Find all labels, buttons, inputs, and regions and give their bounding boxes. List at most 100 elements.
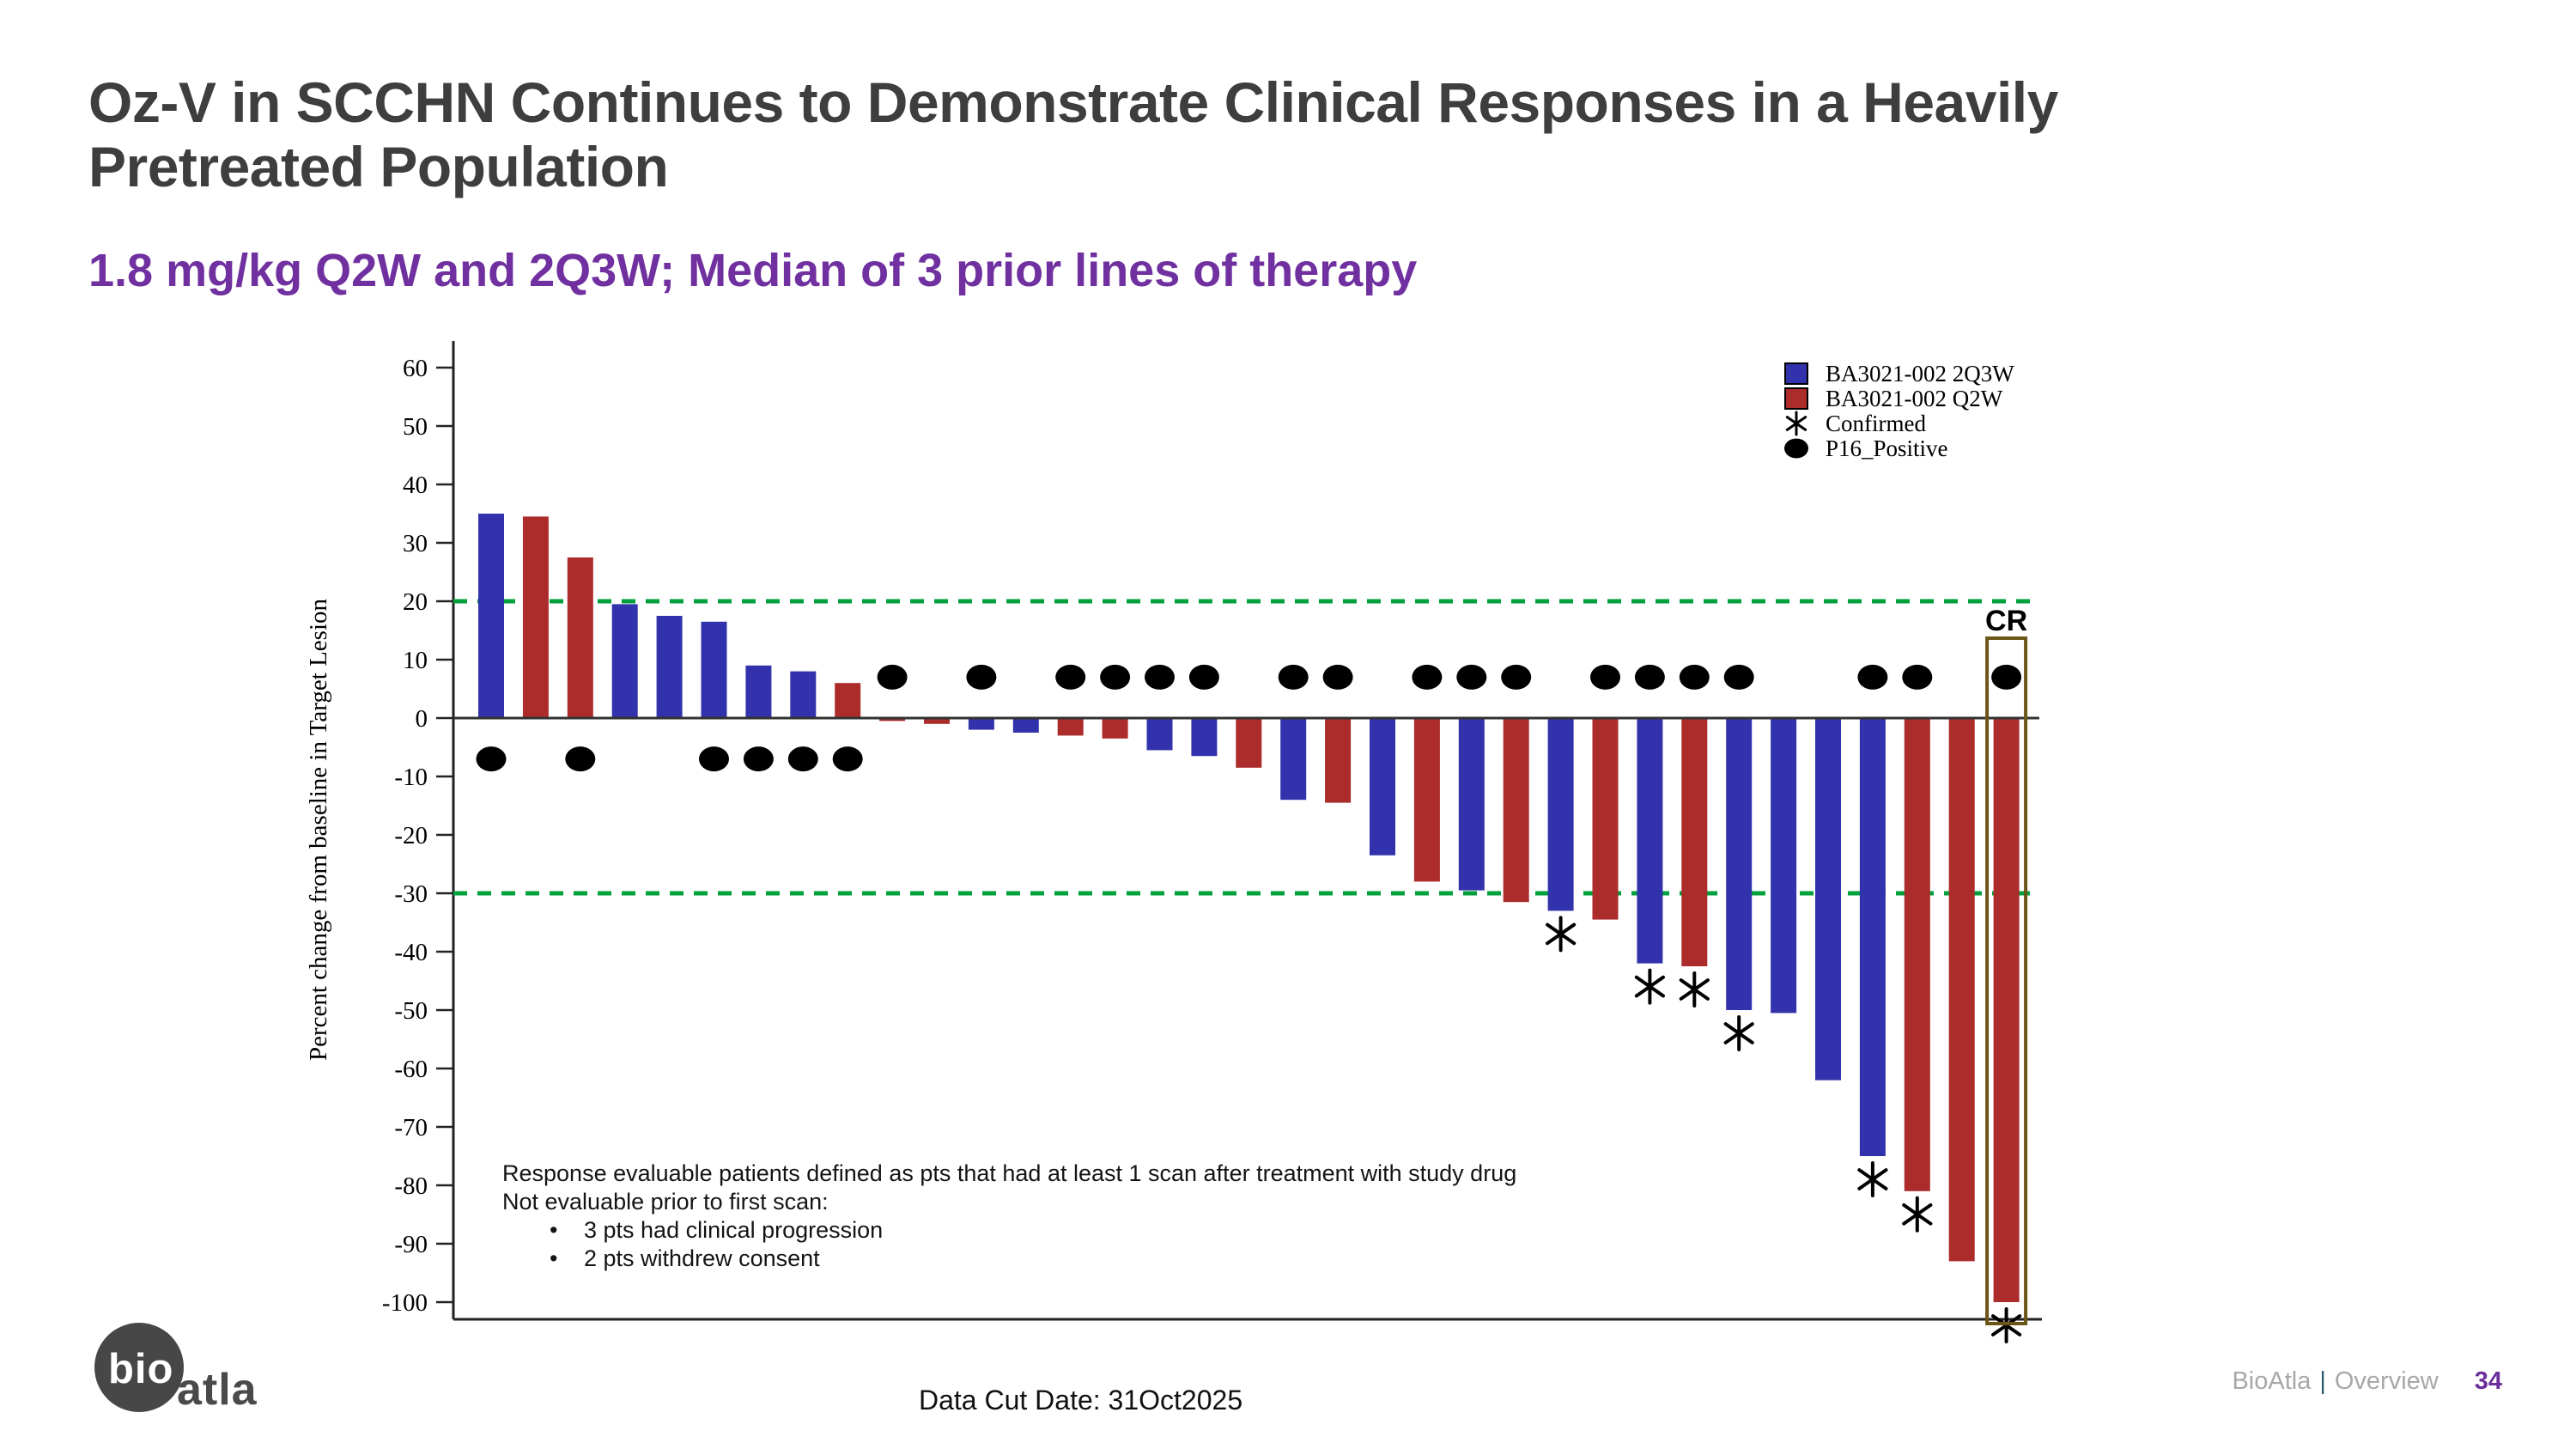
bar bbox=[1771, 718, 1797, 1014]
bar bbox=[656, 616, 683, 718]
p16-positive-dot bbox=[1991, 664, 2022, 690]
legend-swatch-red bbox=[1784, 387, 1808, 410]
y-tick-label: -30 bbox=[394, 880, 428, 908]
bar bbox=[522, 516, 549, 718]
bar bbox=[1146, 718, 1173, 751]
p16-positive-dot bbox=[1100, 664, 1131, 690]
bar bbox=[1637, 718, 1663, 964]
y-tick-label: -100 bbox=[382, 1289, 428, 1317]
y-tick-label: 40 bbox=[403, 472, 428, 499]
bar bbox=[1726, 718, 1753, 1010]
p16-positive-dot bbox=[1412, 664, 1443, 690]
bar bbox=[1102, 718, 1128, 739]
p16-positive-dot bbox=[699, 746, 729, 772]
logo-atla-text: atla bbox=[177, 1365, 258, 1415]
bar bbox=[1057, 718, 1084, 736]
p16-positive-dot bbox=[1679, 664, 1710, 690]
chart-annotation: Response evaluable patients defined as p… bbox=[502, 1160, 1704, 1273]
page-number: 34 bbox=[2474, 1367, 2502, 1395]
p16-positive-dot bbox=[832, 746, 863, 772]
y-tick-label: -20 bbox=[394, 822, 428, 849]
annotation-line: Response evaluable patients defined as p… bbox=[502, 1160, 1517, 1186]
p16-positive-dot bbox=[966, 664, 997, 690]
logo-bio-text: bio bbox=[108, 1346, 174, 1392]
p16-positive-dot bbox=[1188, 664, 1219, 690]
bar bbox=[1993, 718, 2020, 1302]
bar bbox=[567, 557, 593, 718]
p16-positive-dot bbox=[1501, 664, 1532, 690]
bar bbox=[1592, 718, 1619, 920]
y-tick-label: 0 bbox=[416, 705, 428, 733]
bar bbox=[835, 683, 861, 718]
y-tick-label: 60 bbox=[403, 355, 428, 382]
bar bbox=[1236, 718, 1262, 768]
legend-label: P16_Positive bbox=[1826, 435, 1948, 461]
bar bbox=[1191, 718, 1218, 757]
annotation-bullet: • 3 pts had clinical progression bbox=[502, 1216, 1704, 1245]
slide-title: Oz-V in SCCHN Continues to Demonstrate C… bbox=[88, 70, 2058, 199]
bar bbox=[1370, 718, 1395, 855]
bar bbox=[1904, 718, 1930, 1191]
logo-circle-icon bbox=[94, 1323, 184, 1412]
footer-brand: BioAtla bbox=[2232, 1367, 2312, 1395]
p16-positive-dot bbox=[1857, 664, 1888, 690]
p16-positive-dot bbox=[476, 746, 507, 772]
p16-positive-dot bbox=[1322, 664, 1353, 690]
slide-subtitle: 1.8 mg/kg Q2W and 2Q3W; Median of 3 prio… bbox=[88, 245, 1418, 296]
slide-footer: BioAtla | Overview 34 bbox=[2232, 1367, 2502, 1396]
annotation-bullet-text: 3 pts had clinical progression bbox=[584, 1217, 884, 1243]
legend-confirmed-icon bbox=[1785, 416, 1807, 431]
y-tick-label: -70 bbox=[394, 1114, 428, 1142]
bullet-icon: • bbox=[550, 1245, 558, 1271]
confirmed-marker bbox=[1902, 1202, 1933, 1226]
annotation-bullet-text: 2 pts withdrew consent bbox=[584, 1245, 820, 1271]
p16-positive-dot bbox=[1278, 664, 1309, 690]
bar bbox=[790, 671, 817, 718]
bar bbox=[968, 718, 994, 730]
legend-p16-icon bbox=[1784, 438, 1808, 459]
bar bbox=[1859, 718, 1886, 1156]
p16-positive-dot bbox=[877, 664, 908, 690]
legend-label: BA3021-002 Q2W bbox=[1826, 386, 2003, 411]
bar bbox=[1012, 718, 1039, 733]
p16-positive-dot bbox=[743, 746, 774, 772]
bar bbox=[1547, 718, 1574, 911]
footer-separator: | bbox=[2319, 1367, 2326, 1395]
legend-label: BA3021-002 2Q3W bbox=[1826, 361, 2014, 387]
y-tick-label: 20 bbox=[403, 588, 428, 616]
bar bbox=[1280, 718, 1307, 801]
bar bbox=[879, 718, 906, 721]
bar bbox=[1948, 718, 1975, 1262]
p16-positive-dot bbox=[1456, 664, 1487, 690]
bar bbox=[1458, 718, 1485, 891]
bar bbox=[1681, 718, 1708, 966]
bar bbox=[1325, 718, 1352, 803]
cr-label: CR bbox=[1985, 605, 2027, 637]
confirmed-marker bbox=[1546, 922, 1577, 946]
p16-positive-dot bbox=[1145, 664, 1175, 690]
bar bbox=[924, 718, 950, 724]
confirmed-marker bbox=[1634, 975, 1665, 998]
bullet-icon: • bbox=[550, 1217, 558, 1243]
cr-box bbox=[1985, 636, 2028, 1325]
y-tick-label: -10 bbox=[394, 764, 428, 791]
bioatla-logo: bio atla bbox=[94, 1323, 369, 1426]
data-cut-date: Data Cut Date: 31Oct2025 bbox=[919, 1385, 1243, 1416]
y-tick-label: 10 bbox=[403, 647, 428, 674]
y-tick-label: 50 bbox=[403, 413, 428, 441]
confirmed-marker bbox=[1723, 1022, 1754, 1044]
bar bbox=[1815, 718, 1841, 1081]
p16-positive-dot bbox=[1055, 664, 1086, 690]
y-tick-label: -50 bbox=[394, 997, 428, 1025]
p16-positive-dot bbox=[1723, 664, 1754, 690]
bar bbox=[701, 621, 727, 718]
confirmed-marker bbox=[1679, 978, 1710, 1001]
y-tick-label: -90 bbox=[394, 1231, 428, 1258]
confirmed-marker bbox=[1857, 1168, 1888, 1190]
bar bbox=[478, 514, 504, 718]
footer-section: Overview bbox=[2334, 1367, 2439, 1395]
legend-label: Confirmed bbox=[1826, 411, 1926, 436]
bar bbox=[1413, 718, 1440, 882]
